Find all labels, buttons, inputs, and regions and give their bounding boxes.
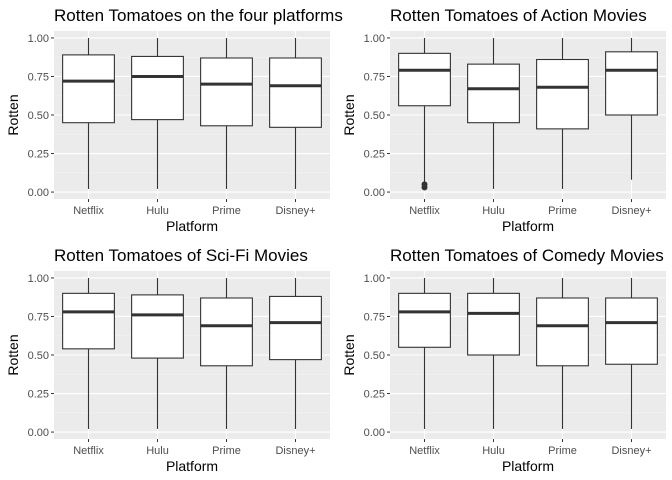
box-hulu xyxy=(467,277,520,429)
x-tick-label: Disney+ xyxy=(611,445,651,457)
y-tick-label: 0.25 xyxy=(28,149,49,161)
y-tick-label: 0.50 xyxy=(364,110,385,122)
box-netflix xyxy=(62,277,115,429)
box-disney xyxy=(605,277,658,429)
x-tick-label: Prime xyxy=(212,445,241,457)
x-tick-label: Hulu xyxy=(146,205,169,217)
y-tick-label: 0.00 xyxy=(28,427,49,439)
x-tick-label: Netflix xyxy=(73,445,104,457)
plot-title: Rotten Tomatoes of Sci-Fi Movies xyxy=(54,246,308,265)
x-axis-title: Platform xyxy=(502,218,554,234)
y-tick-label: 0.75 xyxy=(28,311,49,323)
box-hulu xyxy=(467,37,520,189)
box-iqr xyxy=(398,52,451,107)
box-iqr xyxy=(536,297,589,367)
plot-title: Rotten Tomatoes of Comedy Movies xyxy=(390,246,664,265)
box-iqr xyxy=(131,55,184,121)
box-hulu xyxy=(131,277,184,429)
box-disney xyxy=(269,277,322,429)
y-tick-label: 0.00 xyxy=(364,187,385,199)
panel-1: 0.00 0.25 0.50 0.75 1.00 Netflix Hulu Prime Disn… xyxy=(5,6,343,234)
y-tick-label: 0.50 xyxy=(28,350,49,362)
y-tick-label: 0.25 xyxy=(28,389,49,401)
x-tick-label: Netflix xyxy=(409,205,440,217)
plot-title: Rotten Tomatoes on the four platforms xyxy=(54,6,343,25)
box-iqr xyxy=(536,58,589,130)
y-tick-label: 0.25 xyxy=(364,149,385,161)
box-iqr xyxy=(269,57,322,128)
x-tick-label: Netflix xyxy=(73,205,104,217)
box-iqr xyxy=(467,292,520,356)
x-tick-label: Prime xyxy=(548,445,577,457)
x-tick-label: Hulu xyxy=(482,445,505,457)
x-axis-title: Platform xyxy=(166,218,218,234)
box-prime xyxy=(536,277,589,429)
x-tick-label: Prime xyxy=(548,205,577,217)
box-iqr xyxy=(62,54,115,124)
y-tick-label: 0.25 xyxy=(364,389,385,401)
y-tick-label: 1.00 xyxy=(28,273,49,285)
x-tick-label: Prime xyxy=(212,205,241,217)
y-tick-label: 1.00 xyxy=(28,33,49,45)
y-axis-title: Rotten xyxy=(341,94,357,135)
y-axis-title: Rotten xyxy=(5,334,21,375)
box-disney xyxy=(269,37,322,189)
panel-3: 0.00 0.25 0.50 0.75 1.00 Netflix Hulu Prime Disn… xyxy=(5,246,330,474)
outlier-point xyxy=(421,181,428,188)
y-tick-label: 0.50 xyxy=(364,350,385,362)
x-tick-label: Disney+ xyxy=(275,205,315,217)
box-iqr xyxy=(269,295,322,361)
y-tick-label: 0.00 xyxy=(364,427,385,439)
box-iqr xyxy=(200,297,253,367)
box-hulu xyxy=(131,37,184,189)
box-iqr xyxy=(200,57,253,127)
x-axis-title: Platform xyxy=(166,458,218,474)
y-tick-label: 0.75 xyxy=(364,311,385,323)
y-tick-label: 1.00 xyxy=(364,33,385,45)
panel-4: 0.00 0.25 0.50 0.75 1.00 Netflix Hulu Prime Disn… xyxy=(341,246,666,474)
box-iqr xyxy=(62,292,115,350)
x-tick-label: Disney+ xyxy=(275,445,315,457)
box-prime xyxy=(200,277,253,429)
x-axis-title: Platform xyxy=(502,458,554,474)
y-tick-label: 0.75 xyxy=(364,71,385,83)
box-prime xyxy=(536,37,589,189)
y-tick-label: 0.75 xyxy=(28,71,49,83)
y-tick-label: 0.00 xyxy=(28,187,49,199)
box-iqr xyxy=(398,292,451,348)
plot-title: Rotten Tomatoes of Action Movies xyxy=(390,6,647,25)
box-iqr xyxy=(605,297,658,365)
box-iqr xyxy=(605,51,658,116)
x-tick-label: Netflix xyxy=(409,445,440,457)
panel-2: 0.00 0.25 0.50 0.75 1.00 Netflix Hulu Prime Disn… xyxy=(341,6,666,234)
box-netflix xyxy=(398,277,451,429)
x-tick-label: Hulu xyxy=(146,445,169,457)
box-netflix xyxy=(398,37,451,191)
x-tick-label: Hulu xyxy=(482,205,505,217)
box-prime xyxy=(200,37,253,189)
y-tick-label: 0.50 xyxy=(28,110,49,122)
box-iqr xyxy=(467,63,520,124)
y-axis-title: Rotten xyxy=(341,334,357,375)
box-iqr xyxy=(131,294,184,359)
y-tick-label: 1.00 xyxy=(364,273,385,285)
x-tick-label: Disney+ xyxy=(611,205,651,217)
box-netflix xyxy=(62,37,115,189)
y-axis-title: Rotten xyxy=(5,94,21,135)
box-disney xyxy=(605,37,658,180)
